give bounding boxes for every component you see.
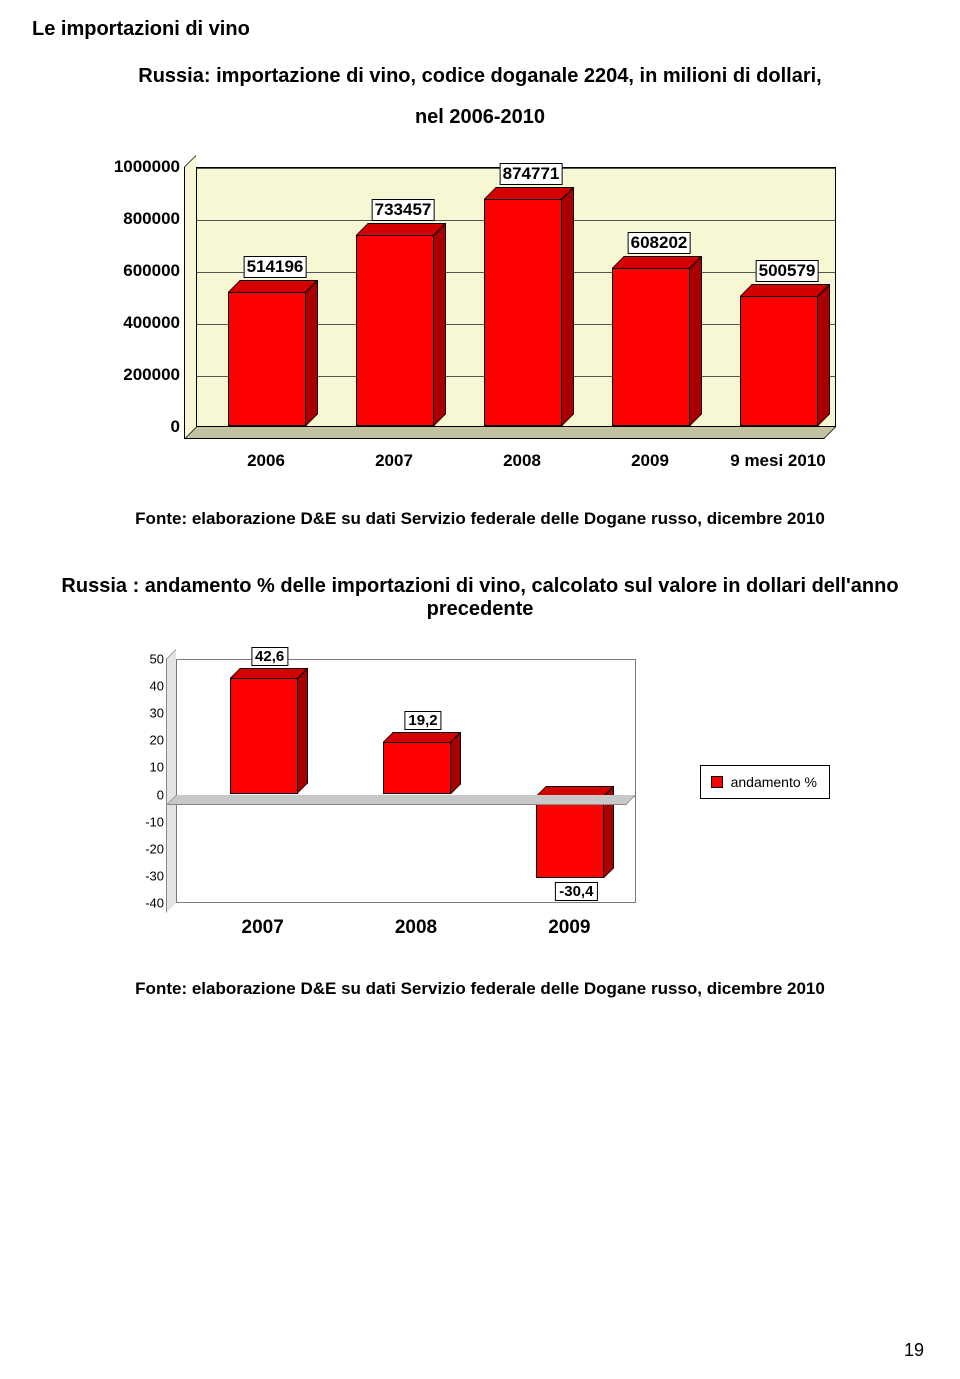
chart1-category: 2008 (503, 451, 541, 471)
chart1-y-axis: 0 200000 400000 600000 800000 1000000 (96, 157, 186, 437)
chart1-value-label: 514196 (244, 256, 307, 278)
chart2-ytick: -30 (145, 868, 164, 883)
chart2-category: 2009 (548, 917, 590, 939)
chart1-value-label: 733457 (372, 199, 435, 221)
chart2-ytick: -20 (145, 841, 164, 856)
chart2-category: 2007 (242, 917, 284, 939)
chart1-floor (184, 427, 836, 439)
chart2: -40-30-20-1001020304050 42,619,2-30,4 20… (120, 651, 840, 951)
chart2-ytick: -10 (145, 814, 164, 829)
page-number: 19 (904, 1340, 924, 1361)
chart1-category: 2007 (375, 451, 413, 471)
chart1-value-label: 500579 (756, 260, 819, 282)
chart2-ytick: 0 (157, 787, 164, 802)
legend-label: andamento % (731, 774, 817, 790)
chart1-plot: 514196733457874771608202500579 (196, 167, 836, 427)
chart1-ytick: 1000000 (114, 157, 180, 177)
chart1-title-line1: Russia: importazione di vino, codice dog… (90, 65, 870, 88)
chart1-category: 9 mesi 2010 (730, 451, 825, 471)
chart1-category: 2009 (631, 451, 669, 471)
chart2-ytick: 50 (150, 652, 164, 667)
chart2-ytick: 20 (150, 733, 164, 748)
fonte-2: Fonte: elaborazione D&E su dati Servizio… (30, 979, 930, 999)
chart1-ytick: 600000 (123, 261, 180, 281)
chart1-ytick: 400000 (123, 313, 180, 333)
chart1-value-label: 874771 (500, 163, 563, 185)
legend-swatch (711, 776, 723, 788)
chart2-value-label: 42,6 (251, 647, 288, 666)
chart2-legend: andamento % (700, 765, 830, 799)
fonte-1: Fonte: elaborazione D&E su dati Servizio… (30, 509, 930, 529)
chart2-ytick: 10 (150, 760, 164, 775)
doc-title: Le importazioni di vino (32, 18, 930, 41)
chart2-value-label: -30,4 (555, 882, 597, 901)
chart2-y-axis: -40 -30 -20 -10 0 10 20 30 40 50 (120, 651, 170, 911)
chart1: 0 200000 400000 600000 800000 1000000 514196 7… (96, 157, 864, 477)
chart1-ytick: 200000 (123, 365, 180, 385)
chart1-ytick: 800000 (123, 209, 180, 229)
page: Le importazioni di vino Russia: importaz… (0, 0, 960, 1379)
chart1-value-label: 608202 (628, 232, 691, 254)
chart1-title-line2: nel 2006-2010 (30, 106, 930, 129)
chart1-category: 2006 (247, 451, 285, 471)
chart2-value-label: 19,2 (404, 711, 441, 730)
chart2-ytick: 40 (150, 679, 164, 694)
chart1-ytick: 0 (171, 417, 180, 437)
chart2-title: Russia : andamento % delle importazioni … (45, 575, 915, 621)
chart2-plot: 42,619,2-30,4 (176, 659, 636, 903)
chart2-ytick: 30 (150, 706, 164, 721)
chart2-category: 2008 (395, 917, 437, 939)
chart2-ytick: -40 (145, 896, 164, 911)
